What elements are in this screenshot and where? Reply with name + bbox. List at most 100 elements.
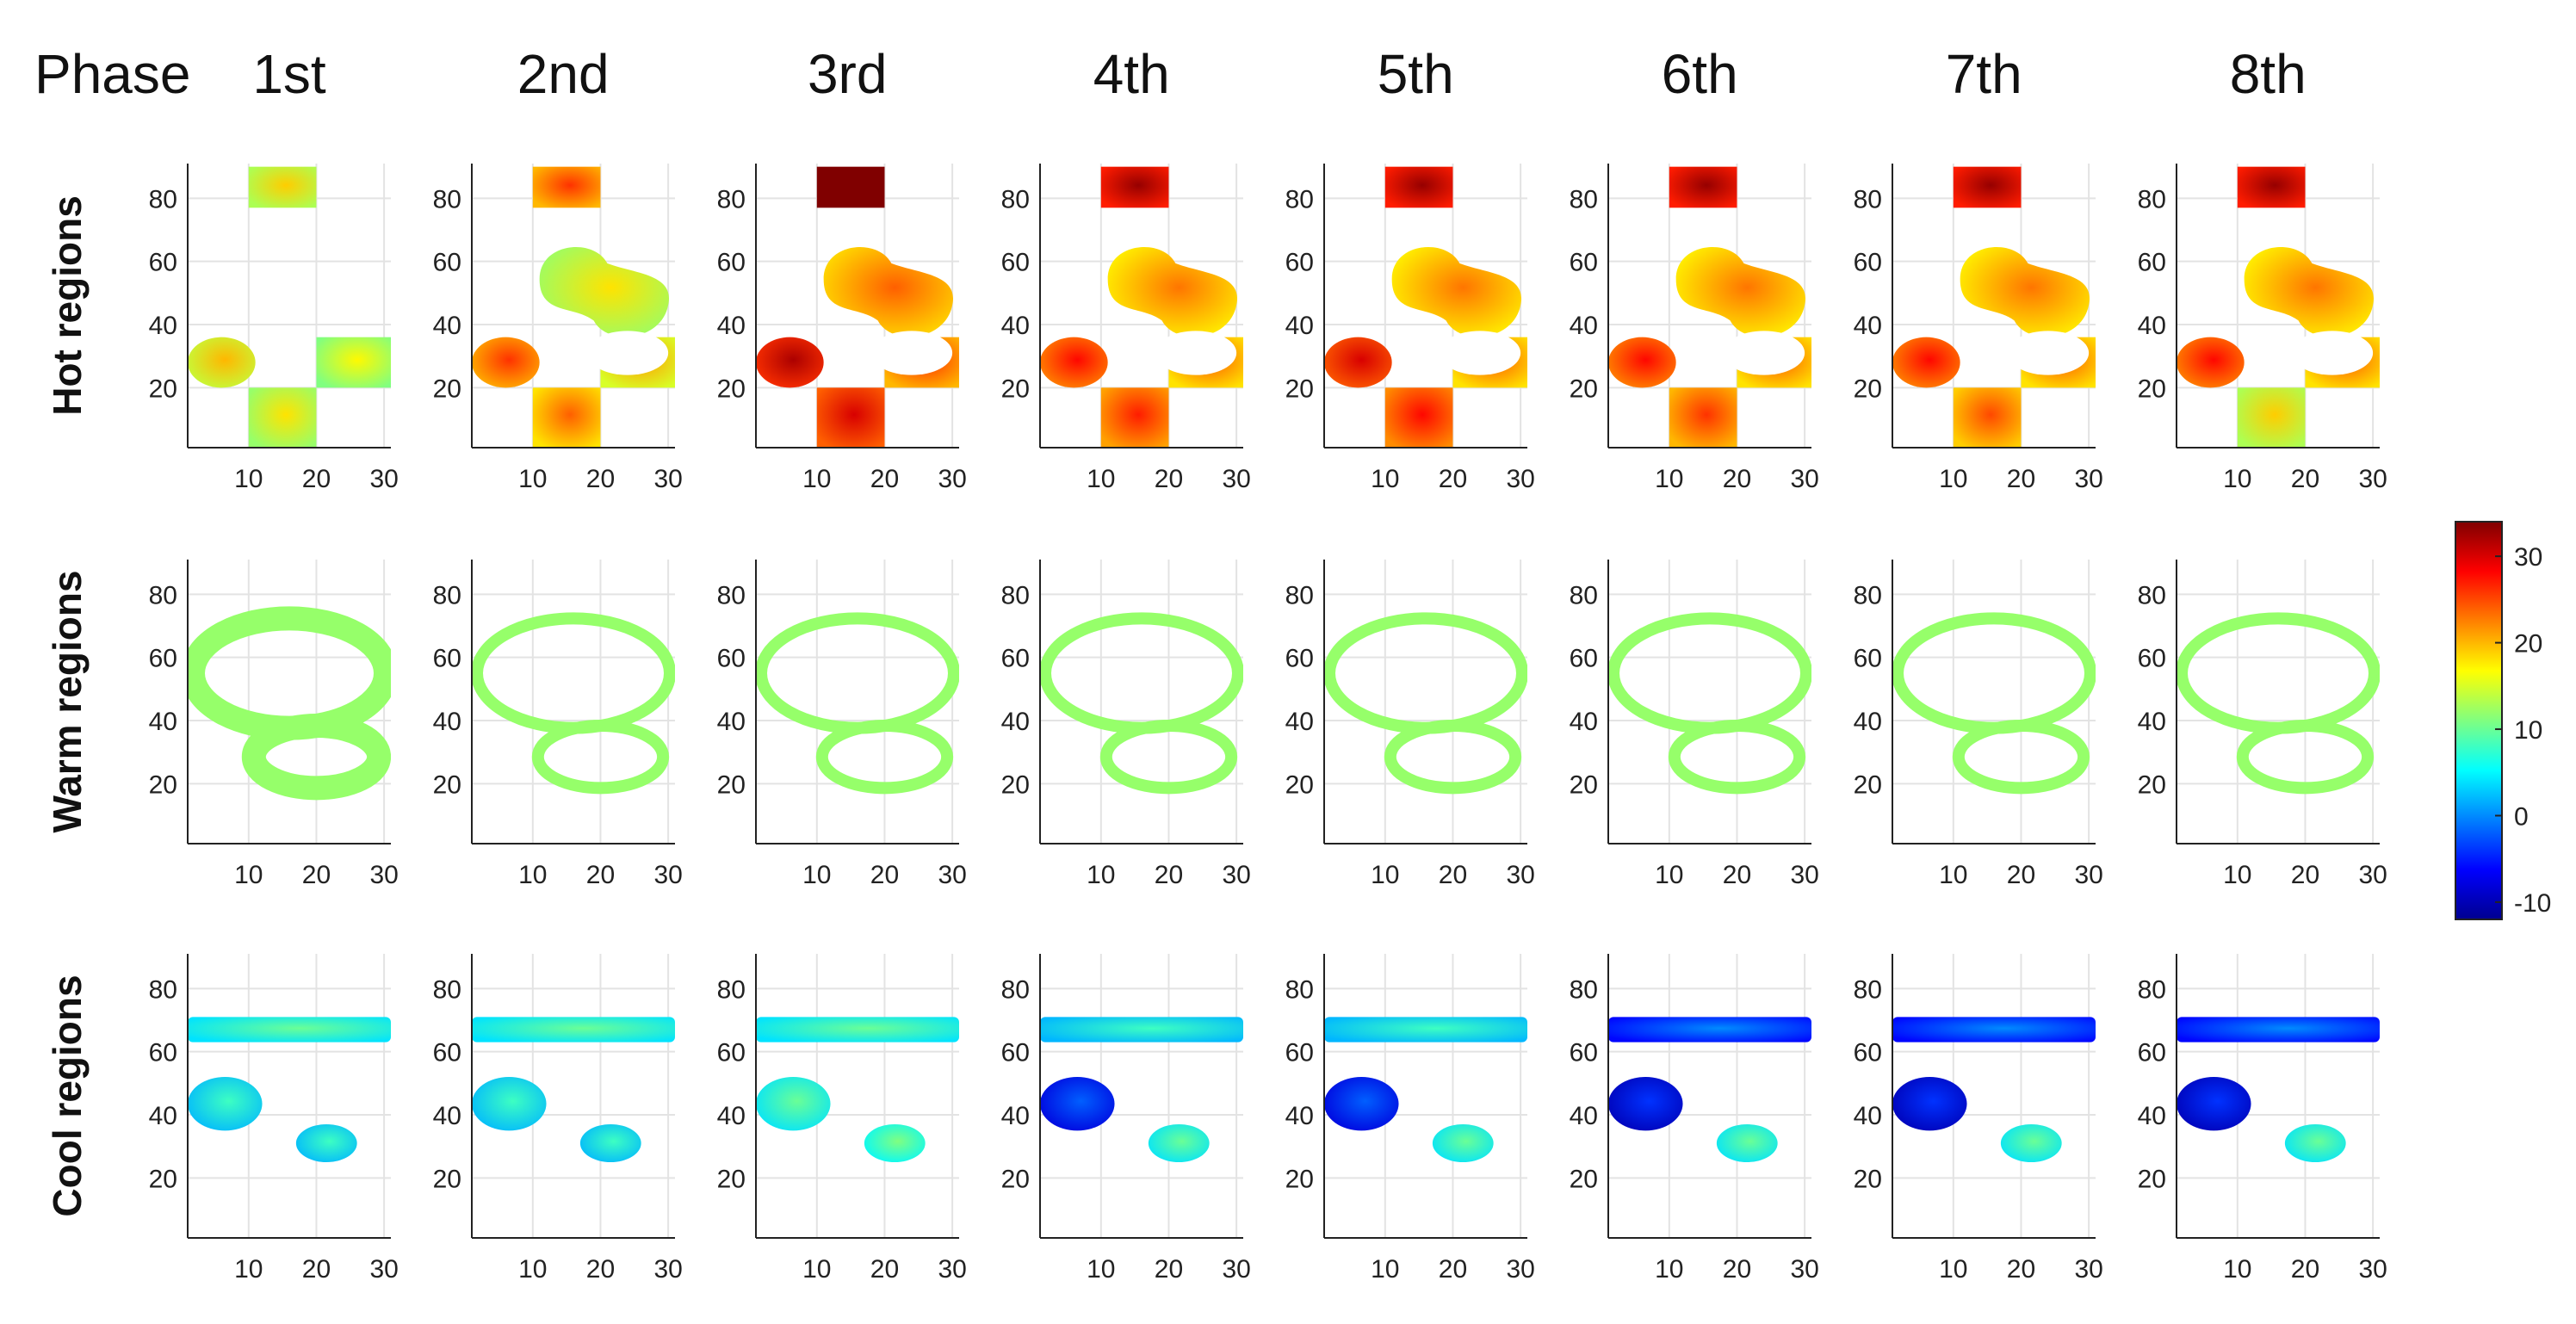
x-tick-label: 30 [2358,465,2387,493]
y-tick-label: 40 [149,708,177,736]
x-tick-label: 30 [1222,861,1250,889]
region-hot-bottom-box-4th [1100,387,1169,448]
panel-warm-8th: 20 40 60 80 10 20 30 [2138,560,2387,889]
x-tick-label: 30 [369,1255,398,1284]
hot-gap-7th [2007,331,2090,375]
x-tick-label: 10 [1939,1255,1967,1284]
region-hot-left-blob-6th [1608,337,1676,388]
region-hot-right-strip-1st [316,337,391,388]
region-warm-lower-ring-2nd [531,720,670,795]
y-tick-label: 80 [1854,185,1882,213]
y-tick-label: 40 [149,1102,177,1130]
x-tick-label: 30 [1222,465,1250,493]
y-tick-label: 20 [1001,1165,1030,1193]
region-hot-top-box-1st [248,166,317,208]
panel-hot-4th: 20 40 60 80 10 20 30 [1001,164,1251,493]
phase-header-6th: 6th [1662,43,1738,105]
panel-hot-6th: 20 40 60 80 10 20 30 [1570,164,1819,493]
region-warm-lower-ring-5th [1384,720,1522,795]
x-tick-label: 20 [2291,861,2319,889]
x-tick-label: 30 [2074,1255,2102,1284]
region-cool-left-lobe-7th [1892,1077,1967,1131]
y-tick-label: 60 [1854,249,1882,277]
panel-warm-2nd: 20 40 60 80 10 20 30 [433,560,683,889]
regions [1324,166,1527,448]
region-hot-bottom-box-7th [1953,387,2022,448]
panel-hot-7th: 20 40 60 80 10 20 30 [1854,164,2103,493]
y-tick-label: 80 [2138,581,2166,609]
y-tick-label: 60 [433,645,461,673]
region-hot-bottom-box-8th [2237,387,2306,448]
y-tick-label: 60 [717,1039,746,1067]
y-tick-label: 20 [717,1165,746,1193]
x-tick-label: 10 [1939,465,1967,493]
region-warm-lower-ring-7th [1952,720,2090,795]
hot-gap-6th [1723,331,1805,375]
x-tick-label: 30 [2358,861,2387,889]
y-tick-label: 60 [1285,249,1314,277]
region-hot-top-box-6th [1669,166,1737,208]
regions [188,1017,391,1162]
panel-warm-1st: 20 40 60 80 10 20 30 [149,560,399,889]
y-tick-label: 60 [1570,249,1598,277]
y-tick-label: 80 [1285,975,1314,1004]
y-tick-label: 20 [1570,770,1598,799]
row-label-warm: Warm regions [45,570,90,832]
x-tick-label: 30 [2358,1255,2387,1284]
region-cool-top-band-3rd [756,1017,959,1042]
hot-gap-3rd [870,331,953,375]
region-warm-upper-ring-4th [1040,612,1243,734]
region-hot-upper-blob-7th [1960,246,2090,337]
x-tick-label: 10 [802,861,831,889]
y-tick-label: 60 [149,249,177,277]
regions [756,612,959,795]
y-tick-label: 80 [717,185,746,213]
y-tick-label: 80 [1285,581,1314,609]
x-tick-label: 20 [302,861,331,889]
y-tick-label: 60 [1285,645,1314,673]
panel-cool-3rd: 20 40 60 80 10 20 30 [717,954,967,1284]
regions [2177,166,2380,448]
y-tick-label: 40 [1854,312,1882,340]
panel-hot-1st: 20 40 60 80 10 20 30 [149,164,399,493]
y-tick-label: 20 [2138,374,2166,403]
x-tick-label: 30 [653,861,682,889]
row-label-cool: Cool regions [45,974,90,1216]
x-tick-label: 10 [1655,861,1683,889]
regions [1040,612,1243,795]
y-tick-label: 80 [149,581,177,609]
x-tick-label: 30 [1506,861,1534,889]
y-tick-label: 40 [1285,708,1314,736]
region-warm-lower-ring-4th [1099,720,1238,795]
x-tick-label: 20 [2007,465,2035,493]
y-tick-label: 20 [717,770,746,799]
x-tick-label: 30 [938,465,966,493]
x-tick-label: 10 [2223,861,2251,889]
y-tick-label: 20 [1285,1165,1314,1193]
regions [472,166,675,448]
y-tick-label: 80 [1570,581,1598,609]
region-hot-top-box-3rd [816,166,885,208]
y-tick-label: 80 [2138,975,2166,1004]
colorbar-tick-label: 0 [2514,802,2529,831]
y-tick-label: 60 [1570,645,1598,673]
x-tick-label: 10 [1655,465,1683,493]
y-tick-label: 80 [149,975,177,1004]
x-tick-label: 30 [1506,465,1534,493]
region-hot-bottom-box-1st [248,387,317,448]
x-tick-label: 10 [1087,861,1115,889]
y-tick-label: 80 [1285,185,1314,213]
region-hot-left-blob-5th [1324,337,1392,388]
colorbar-tick-label: 10 [2514,716,2542,745]
x-tick-label: 30 [2074,861,2102,889]
x-tick-label: 20 [586,861,615,889]
x-tick-label: 20 [1155,861,1183,889]
x-tick-label: 20 [1439,1255,1467,1284]
regions [2177,1017,2380,1162]
regions [1608,166,1811,448]
region-hot-upper-blob-4th [1107,246,1238,337]
x-tick-label: 10 [234,465,263,493]
y-tick-label: 40 [1570,312,1598,340]
region-hot-left-blob-1st [188,337,256,388]
